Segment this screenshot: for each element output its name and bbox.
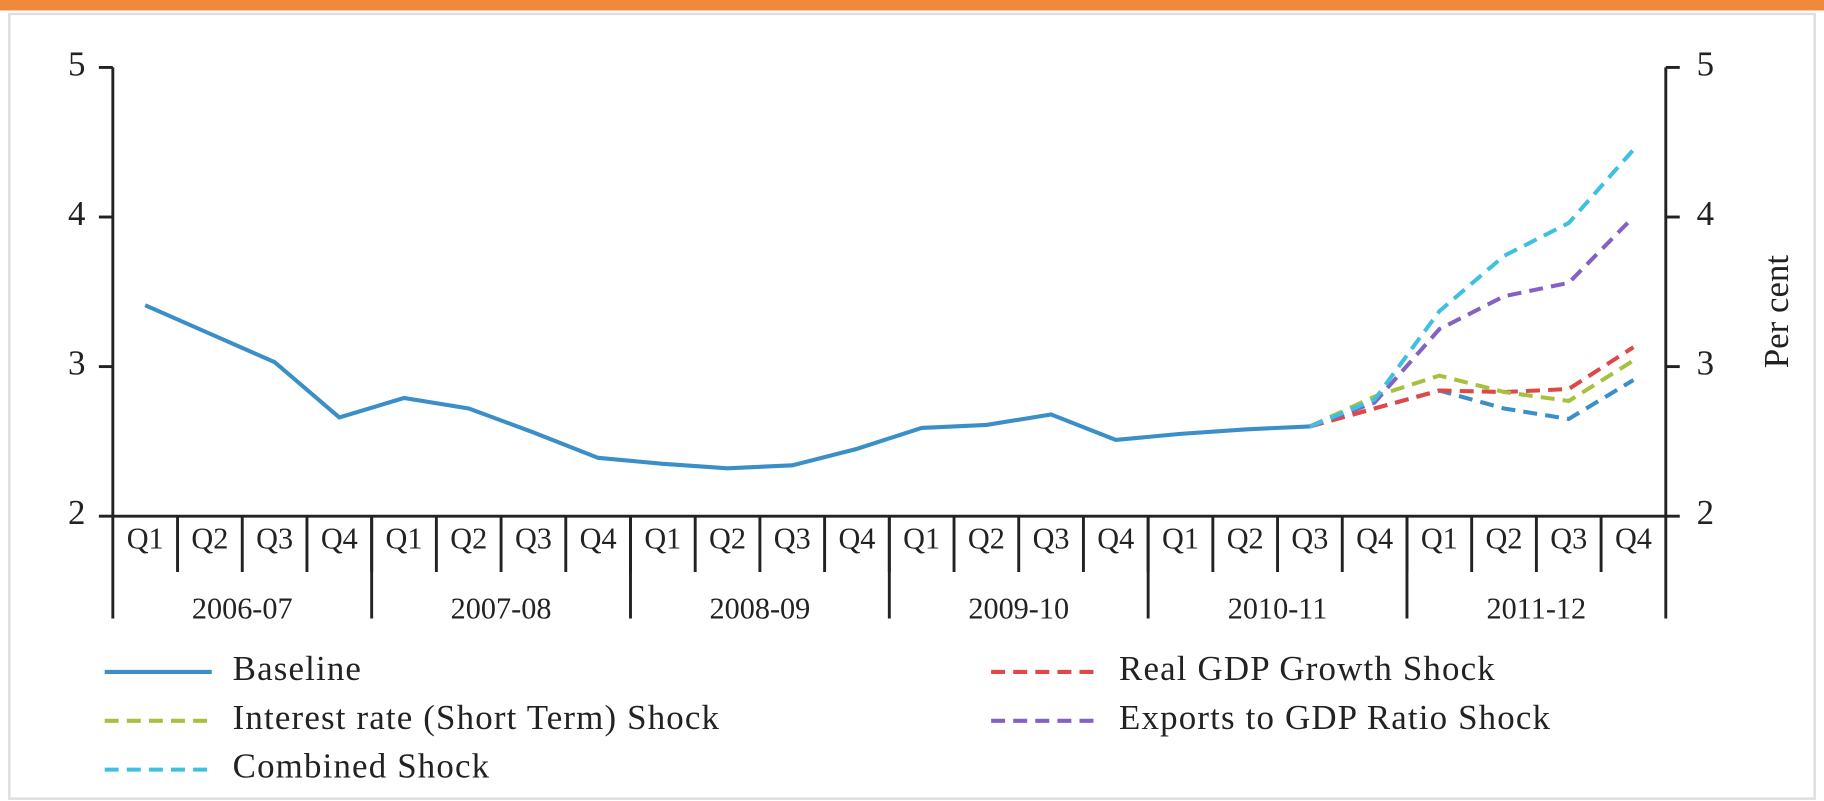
x-tick-label: Q2	[1227, 522, 1264, 556]
series-line	[1309, 148, 1635, 429]
x-group-label: 2009-10	[968, 591, 1069, 625]
legend-label: Combined Shock	[233, 747, 491, 786]
x-group-label: 2006-07	[192, 591, 293, 625]
x-group-label: 2011-12	[1487, 591, 1587, 625]
x-tick-label: Q2	[709, 522, 746, 556]
y2-tick-label: 3	[1697, 344, 1714, 383]
y-tick-label: 3	[68, 344, 85, 383]
x-tick-label: Q1	[644, 522, 681, 556]
x-tick-label: Q2	[1486, 522, 1523, 556]
series-line	[1309, 215, 1635, 429]
y2-axis-label: Per cent	[1757, 255, 1796, 369]
x-tick-label: Q1	[127, 522, 164, 556]
x-group-label: 2008-09	[710, 591, 811, 625]
x-tick-label: Q3	[515, 522, 552, 556]
y2-tick-label: 2	[1697, 493, 1714, 532]
series-line	[1309, 345, 1635, 429]
y-tick-label: 2	[68, 493, 85, 532]
legend-label: Real GDP Growth Shock	[1119, 649, 1496, 688]
x-tick-label: Q4	[1356, 522, 1393, 556]
y2-tick-label: 4	[1697, 194, 1714, 233]
legend-label: Interest rate (Short Term) Shock	[233, 698, 721, 737]
top-bar	[0, 0, 1824, 11]
x-tick-label: Q3	[256, 522, 293, 556]
x-tick-label: Q4	[1615, 522, 1652, 556]
y2-tick-label: 5	[1697, 44, 1714, 83]
x-tick-label: Q1	[903, 522, 940, 556]
y-tick-label: 5	[68, 44, 85, 83]
x-tick-label: Q2	[191, 522, 228, 556]
x-tick-label: Q1	[1421, 522, 1458, 556]
x-tick-label: Q3	[1550, 522, 1587, 556]
x-tick-label: Q1	[1162, 522, 1199, 556]
x-tick-label: Q3	[1291, 522, 1328, 556]
x-tick-label: Q4	[580, 522, 617, 556]
x-tick-label: Q4	[838, 522, 875, 556]
y-tick-label: 4	[68, 194, 85, 233]
x-tick-label: Q2	[968, 522, 1005, 556]
legend-label: Exports to GDP Ratio Shock	[1119, 698, 1551, 737]
series-line	[1309, 358, 1635, 429]
x-tick-label: Q3	[1033, 522, 1070, 556]
x-group-label: 2007-08	[451, 591, 552, 625]
series-line	[144, 303, 1311, 471]
x-tick-label: Q4	[1097, 522, 1134, 556]
x-tick-label: Q2	[450, 522, 487, 556]
x-group-label: 2010-11	[1228, 591, 1328, 625]
x-tick-label: Q3	[774, 522, 811, 556]
legend-label: Baseline	[233, 649, 362, 688]
x-tick-label: Q1	[386, 522, 423, 556]
x-tick-label: Q4	[321, 522, 358, 556]
frame	[8, 12, 1816, 800]
